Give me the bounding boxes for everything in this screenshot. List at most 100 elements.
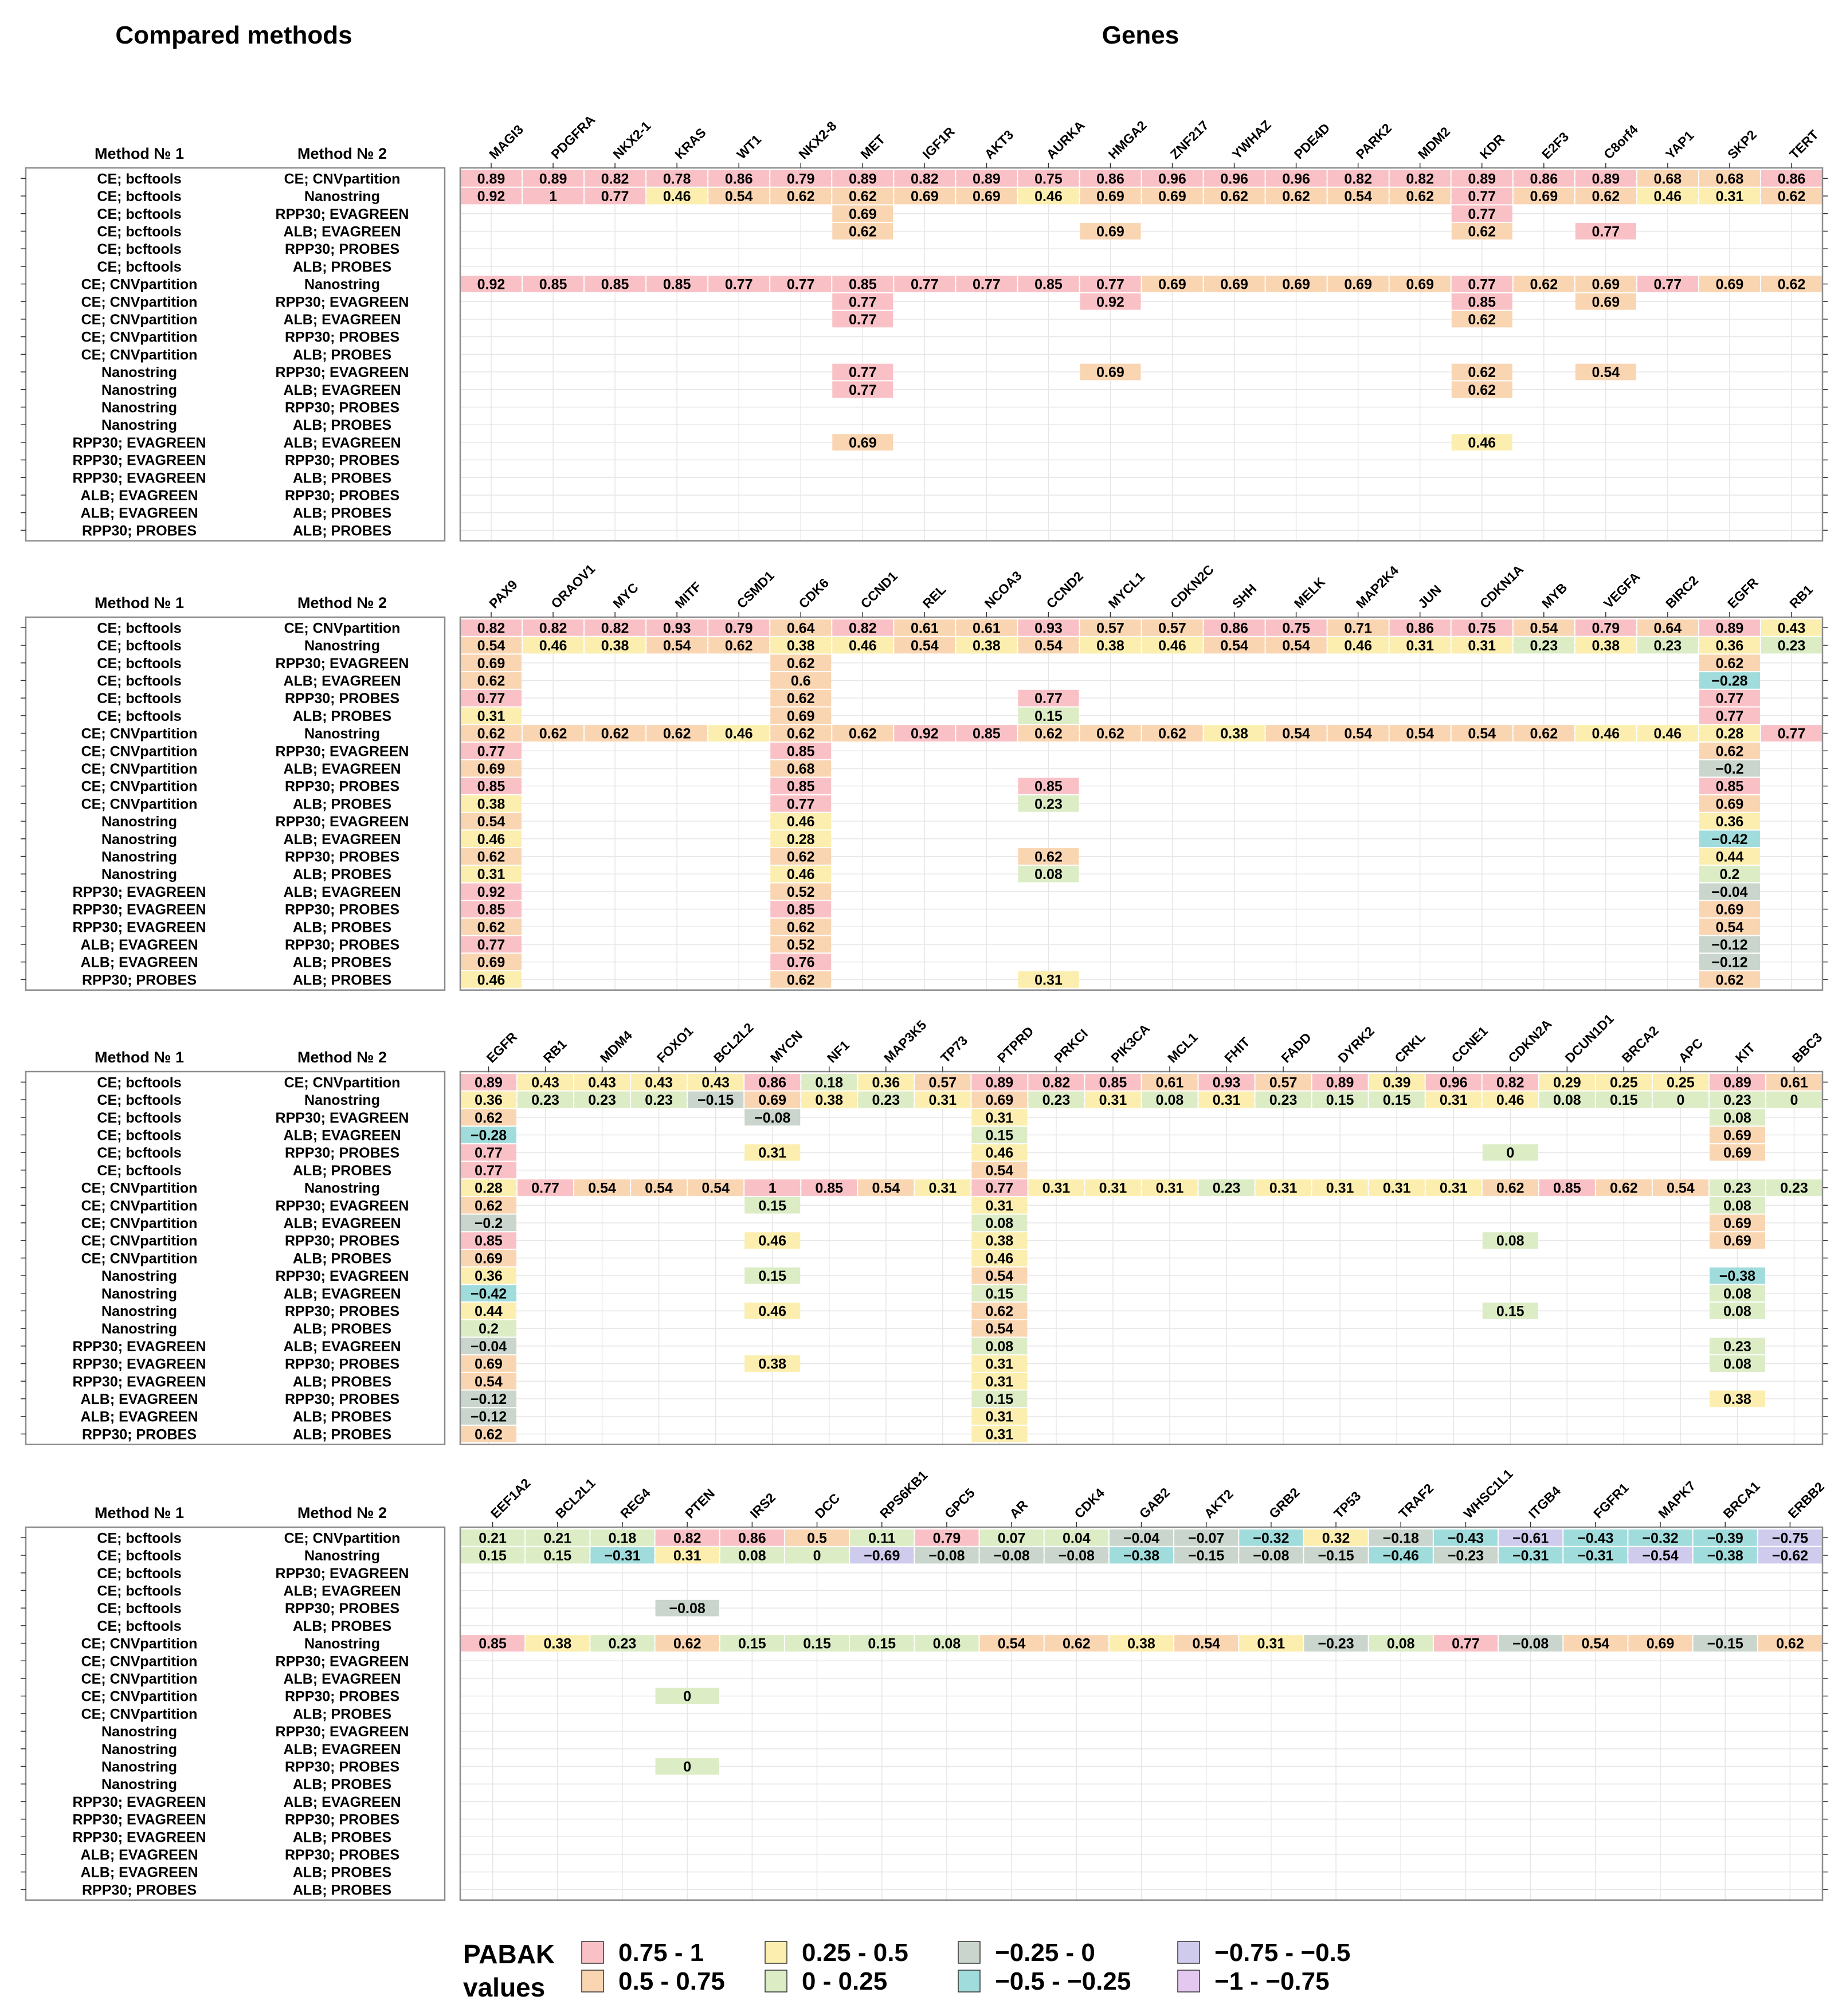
heatmap-cell [1482,1179,1538,1196]
cell-value-label: 0.43 [701,1074,730,1091]
method-1-label: CE; bcftools [97,656,181,672]
cell-value-label: 0.82 [849,620,877,636]
cell-value-label: 0.62 [1496,1180,1524,1197]
heatmap-cell [894,276,955,292]
legend-label: −0.25 - 0 [995,1939,1095,1967]
cell-value-label: 0.46 [758,1233,786,1249]
heatmap-cell [1142,276,1203,292]
cell-value-label: 0.04 [1063,1530,1091,1546]
heatmap-cell [1761,187,1822,205]
heatmap-cells: 0.82 0.82 0.82 0.93 0.79 0.64 0.82 0.61 0.61 0.93… [461,619,1822,988]
heatmap-cell [1709,1091,1765,1108]
cell-value-label: −0.08 [669,1601,706,1617]
heatmap-cell [1709,1267,1765,1284]
heatmap-cell [1085,1074,1141,1091]
cell-value-label: 0.15 [803,1636,831,1652]
method-2-label: ALB; PROBES [293,1426,391,1442]
heatmap-cell [744,1109,801,1126]
method-2-label: RPP30; EVAGREEN [276,1110,409,1126]
method-1-label: CE; bcftools [97,1601,181,1617]
legend-swatch [765,1970,787,1993]
heatmap-cell [832,725,893,742]
method-2-label: ALB; EVAGREEN [283,1215,401,1231]
method-1-label: Nanostring [101,814,177,830]
heatmap-cell [1451,311,1512,328]
heatmap-cell [1699,901,1760,917]
heatmap-cell [832,293,893,310]
heatmap-cell [1451,205,1512,222]
cell-value-label: 0.68 [787,761,815,777]
heatmap-cell [785,1635,849,1652]
cell-value-label: 0.46 [1592,726,1620,742]
heatmap-frame [459,616,1824,991]
heatmap-cell [770,672,832,689]
heatmap-cell [1018,778,1079,794]
heatmap-cell [1451,381,1512,398]
cell-value-label: 0.69 [986,1092,1014,1108]
cell-value-label: 0.82 [673,1530,701,1546]
method-2-label: RPP30; EVAGREEN [276,1198,409,1214]
cell-value-label: 0.62 [1468,364,1496,381]
heatmap-cell [1080,619,1141,636]
gene-label: FHIT [1221,1034,1253,1066]
cell-value-label: 0.31 [1269,1180,1298,1197]
method-2-label: ALB; PROBES [293,259,391,275]
heatmap-cell [1080,187,1141,205]
method-2-label: RPP30; EVAGREEN [276,656,409,672]
heatmap-cell [915,1179,971,1196]
heatmap-cell [1369,1635,1433,1652]
cell-value-label: 0.89 [1326,1074,1354,1091]
cell-value-label: 0.57 [1096,620,1124,636]
cell-value-label: 0.89 [539,171,567,187]
cell-value-label: 0.82 [1042,1074,1071,1091]
cell-value-label: 0.31 [477,708,505,724]
cell-value-label: 0.77 [1468,277,1496,293]
cell-value-label: 0.52 [787,884,815,900]
cell-value-label: −0.12 [471,1409,507,1425]
heatmap-cell [979,1547,1044,1564]
heatmap-cell [1451,223,1512,240]
heatmap-cell [770,971,832,988]
cell-value-label: 0.31 [1440,1092,1468,1108]
heatmap-cell [744,1091,801,1108]
cell-value-label: 0.77 [601,189,629,205]
heatmap-cell [518,1179,574,1196]
heatmap-cell [1758,1547,1822,1564]
heatmap-cell [523,619,584,636]
gene-label: MAGI3 [486,122,526,162]
heatmap-cell [770,742,832,759]
cell-value-label: 0.62 [849,726,877,742]
heatmap-cell [1080,276,1141,292]
heatmap-cell [832,381,893,398]
heatmap-cell [720,1529,784,1546]
heatmap-cell [461,778,522,794]
heatmap-cell [1327,170,1389,187]
heatmap-cell [1109,1635,1174,1652]
heatmap-cell [1699,689,1760,707]
heatmap-cell [1327,637,1389,654]
cell-value-label: 0.62 [477,849,505,865]
heatmap-cell [461,1197,517,1214]
heatmap-cell [1018,619,1079,636]
heatmap-cell [1699,865,1760,883]
heatmap-cell [770,170,832,187]
heatmap-cell [1563,1547,1628,1564]
cell-value-label: 0.86 [738,1530,766,1546]
heatmap-cell [971,1127,1028,1143]
cell-value-label: −0.07 [1188,1530,1224,1546]
gene-label: BCL2L1 [552,1476,598,1521]
cell-value-label: 0.62 [1530,726,1558,742]
cell-value-label: 0.62 [1610,1180,1638,1197]
cell-value-label: −0.04 [1711,884,1747,900]
heatmap-cell [971,1303,1028,1319]
heatmap-cell [1758,1635,1822,1652]
grid-lines [460,1072,1823,1445]
cell-value-label: 0.77 [1716,708,1744,724]
cell-value-label: 0.61 [973,620,1001,636]
legend-swatch [1177,1970,1200,1993]
gene-label: MAP3K5 [881,1017,930,1066]
method-1-label: ALB; EVAGREEN [80,488,198,504]
gene-label: EGFR [1724,575,1761,611]
cell-value-label: −0.32 [1253,1530,1289,1546]
legend-label: 0.75 - 1 [618,1939,704,1967]
